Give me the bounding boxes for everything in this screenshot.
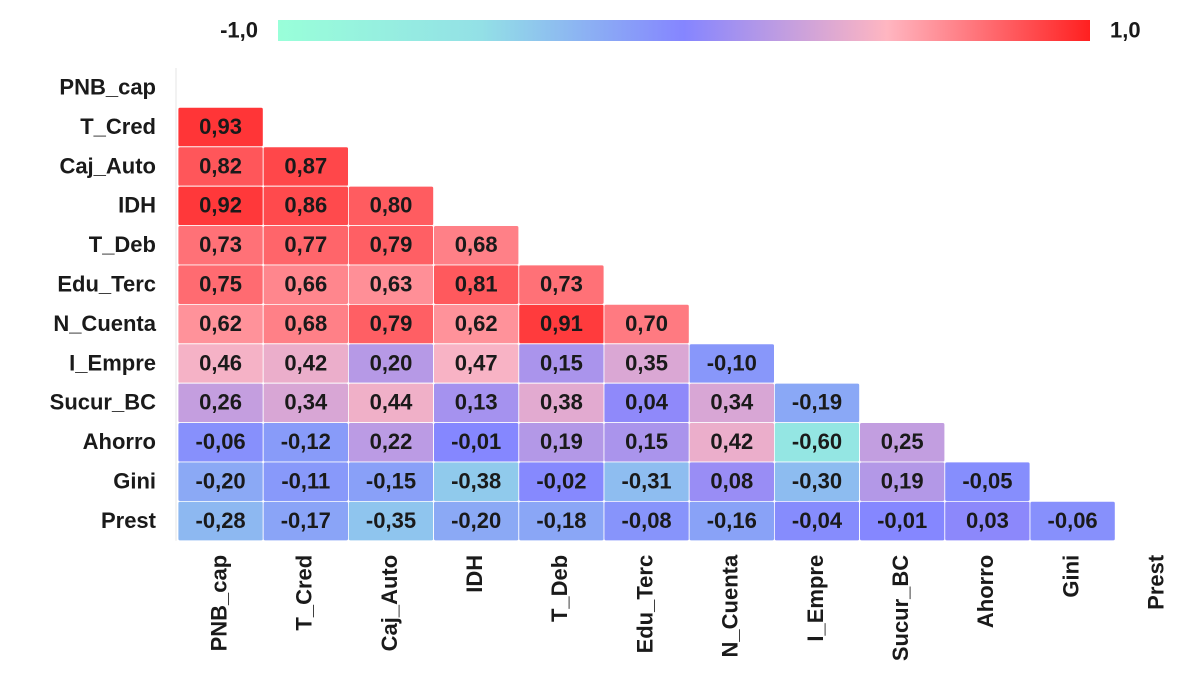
cell-label: -0,20 <box>451 508 501 533</box>
cell-label: 0,86 <box>284 193 327 218</box>
column-label: Gini <box>1058 555 1083 598</box>
cell-label: 0,82 <box>199 153 242 178</box>
cell-label: -0,05 <box>962 469 1012 494</box>
cell-label: 0,75 <box>199 272 242 297</box>
cell-label: 0,42 <box>284 350 327 375</box>
heatmap-cell <box>1029 500 1116 542</box>
cell-label: 0,66 <box>284 272 327 297</box>
cell-label: 0,92 <box>199 193 242 218</box>
cell-label: -0,12 <box>281 429 331 454</box>
colorbar-tick-label: 1,0 <box>1110 17 1141 42</box>
cell-label: -0,35 <box>366 508 416 533</box>
cell-label: 0,79 <box>370 232 413 257</box>
cell-label: -0,04 <box>792 508 843 533</box>
colorbar-tick-label: -1,0 <box>220 17 258 42</box>
colorbar <box>278 20 1090 41</box>
cell-label: 0,63 <box>370 272 413 297</box>
cell-label: 0,13 <box>455 390 498 415</box>
column-label: IDH <box>462 555 487 593</box>
cell-label: -0,06 <box>1048 508 1098 533</box>
cell-label: -0,02 <box>536 469 586 494</box>
cell-label: 0,77 <box>284 232 327 257</box>
column-label: Sucur_BC <box>888 555 913 661</box>
cell-label: 0,34 <box>284 390 328 415</box>
cell-label: -0,16 <box>707 508 757 533</box>
cell-label: -0,31 <box>622 469 672 494</box>
cell-label: -0,30 <box>792 469 842 494</box>
cell-label: 0,22 <box>370 429 413 454</box>
cell-label: 0,20 <box>370 350 413 375</box>
row-label: T_Cred <box>80 114 156 139</box>
column-label: N_Cuenta <box>718 554 743 657</box>
cell-label: -0,38 <box>451 469 501 494</box>
cell-label: 0,26 <box>199 390 242 415</box>
cell-label: -0,17 <box>281 508 331 533</box>
row-label: Gini <box>113 469 156 494</box>
cell-label: 0,04 <box>625 390 669 415</box>
cell-label: 0,81 <box>455 272 498 297</box>
cell-label: 0,15 <box>540 350 583 375</box>
cell-label: 0,19 <box>540 429 583 454</box>
cell-label: -0,60 <box>792 429 842 454</box>
cell-label: 0,68 <box>284 311 327 336</box>
cell-label: 0,38 <box>540 390 583 415</box>
row-label: IDH <box>118 193 156 218</box>
cell-label: 0,73 <box>540 272 583 297</box>
cell-label: 0,62 <box>455 311 498 336</box>
row-label: Prest <box>101 508 157 533</box>
row-label: Ahorro <box>83 429 156 454</box>
row-label: Edu_Terc <box>57 272 156 297</box>
cell-label: -0,18 <box>536 508 586 533</box>
cell-label: 0,35 <box>625 350 668 375</box>
row-label: T_Deb <box>89 232 156 257</box>
column-label: PNB_cap <box>206 555 231 652</box>
column-label: Ahorro <box>973 555 998 628</box>
cell-label: -0,15 <box>366 469 416 494</box>
cell-label: -0,20 <box>196 469 246 494</box>
cell-label: 0,91 <box>540 311 583 336</box>
cell-label: -0,01 <box>451 429 501 454</box>
cell-label: -0,19 <box>792 390 842 415</box>
column-label: T_Deb <box>547 555 572 622</box>
row-label: I_Empre <box>69 350 156 375</box>
cell-label: -0,08 <box>622 508 672 533</box>
row-label: N_Cuenta <box>53 311 156 336</box>
cell-label: 0,19 <box>881 469 924 494</box>
cell-label: 0,47 <box>455 350 498 375</box>
column-label: Caj_Auto <box>377 555 402 652</box>
cell-label: -0,28 <box>196 508 246 533</box>
column-label: I_Empre <box>803 555 828 642</box>
cell-label: 0,03 <box>966 508 1009 533</box>
cell-label: 0,25 <box>881 429 924 454</box>
column-label: Prest <box>1144 554 1169 610</box>
cell-label: -0,10 <box>707 350 757 375</box>
cell-label: 0,46 <box>199 350 242 375</box>
cell-label: 0,34 <box>710 390 754 415</box>
cell-label: 0,15 <box>625 429 668 454</box>
cell-label: 0,42 <box>710 429 753 454</box>
cell-label: -0,06 <box>196 429 246 454</box>
row-label: Caj_Auto <box>59 153 156 178</box>
cell-label: 0,73 <box>199 232 242 257</box>
row-label: PNB_cap <box>59 75 156 100</box>
cell-label: -0,11 <box>281 469 330 494</box>
cell-label: 0,70 <box>625 311 668 336</box>
cell-label: 0,44 <box>370 390 414 415</box>
cell-label: 0,62 <box>199 311 242 336</box>
column-label: Edu_Terc <box>632 555 657 654</box>
row-label: Sucur_BC <box>50 390 156 415</box>
cell-label: 0,80 <box>370 193 413 218</box>
cell-label: 0,79 <box>370 311 413 336</box>
cell-label: -0,01 <box>877 508 927 533</box>
column-label: T_Cred <box>292 555 317 631</box>
cell-label: 0,08 <box>710 469 753 494</box>
cell-label: 0,87 <box>284 153 327 178</box>
cell-label: 0,93 <box>199 114 242 139</box>
cell-label: 0,68 <box>455 232 498 257</box>
